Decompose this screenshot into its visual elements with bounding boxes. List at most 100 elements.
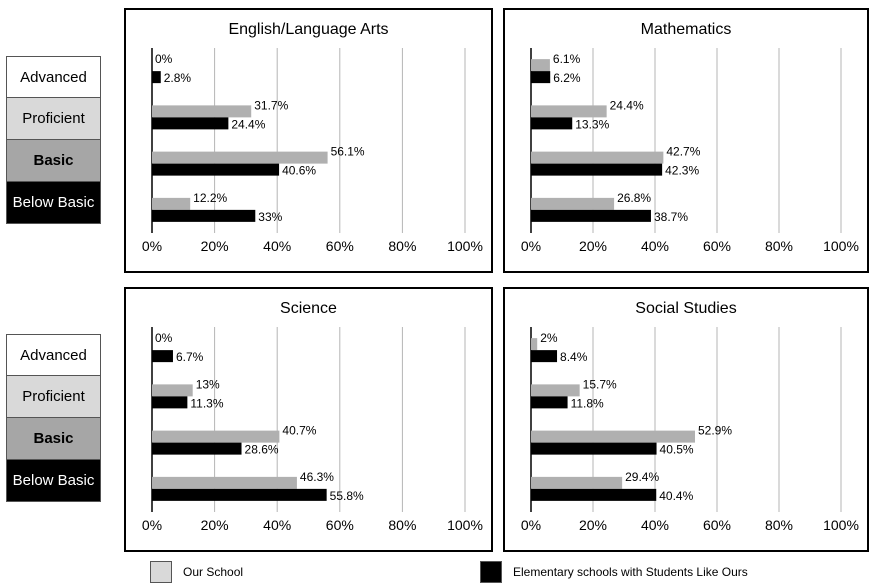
bar-our-school-proficient — [152, 105, 252, 118]
data-label-similar-schools-basic: 28.6% — [245, 443, 279, 457]
x-tick-label: 100% — [823, 238, 859, 254]
bar-our-school-below-basic — [152, 197, 191, 210]
data-label-similar-schools-proficient: 11.8% — [571, 396, 604, 410]
data-label-our-school-below-basic: 26.8% — [617, 191, 651, 205]
bar-similar-schools-basic — [531, 442, 657, 455]
data-label-similar-schools-advanced: 6.7% — [176, 350, 204, 364]
chart-panel-social-studies: Social Studies 0% 20% 40% 60% 80% 100% 2% 8.4% 15… — [503, 287, 869, 552]
bar-similar-schools-below-basic — [531, 488, 657, 501]
bar-our-school-proficient — [531, 384, 580, 397]
bar-our-school-proficient — [152, 384, 193, 397]
data-label-our-school-proficient: 13% — [196, 377, 220, 391]
data-label-similar-schools-advanced: 2.8% — [164, 71, 192, 85]
bar-our-school-basic — [152, 151, 328, 164]
bar-our-school-basic — [531, 430, 695, 443]
bar-similar-schools-proficient — [531, 396, 568, 409]
bar-our-school-proficient — [531, 105, 607, 118]
data-label-similar-schools-basic: 40.6% — [282, 164, 316, 178]
bar-similar-schools-below-basic — [152, 209, 256, 222]
category-labels-bottom: Advanced Proficient Basic Below Basic — [6, 334, 101, 502]
x-tick-label: 0% — [142, 517, 162, 533]
x-tick-label: 40% — [263, 238, 291, 254]
chart-panel-mathematics: Mathematics 0% 20% 40% 60% 80% 100% 6.1% 6.2% 24.… — [503, 8, 869, 273]
data-label-our-school-proficient: 31.7% — [254, 98, 288, 112]
x-tick-label: 40% — [641, 517, 669, 533]
bar-similar-schools-proficient — [531, 117, 573, 130]
data-label-similar-schools-proficient: 24.4% — [231, 117, 265, 131]
legend-label-our-school: Our School — [183, 565, 244, 579]
category-label-advanced: Advanced — [6, 56, 101, 98]
category-label-proficient: Proficient — [6, 98, 101, 140]
bar-similar-schools-below-basic — [152, 488, 327, 501]
bar-similar-schools-advanced — [152, 350, 173, 363]
bar-similar-schools-below-basic — [531, 209, 651, 222]
data-label-similar-schools-advanced: 6.2% — [553, 71, 581, 85]
x-tick-label: 20% — [201, 238, 229, 254]
chart-mathematics: Mathematics 0% 20% 40% 60% 80% 100% 6.1% 6.2% 24.… — [521, 21, 859, 254]
x-tick-label: 40% — [641, 238, 669, 254]
data-label-our-school-below-basic: 29.4% — [625, 470, 659, 484]
x-tick-label: 40% — [263, 517, 291, 533]
bar-our-school-advanced — [531, 338, 538, 351]
data-label-similar-schools-below-basic: 40.4% — [659, 489, 693, 503]
data-label-similar-schools-basic: 40.5% — [660, 443, 694, 457]
data-label-our-school-advanced: 6.1% — [553, 52, 581, 66]
legend-label-similar-schools: Elementary schools with Students Like Ou… — [513, 565, 748, 579]
data-label-similar-schools-below-basic: 38.7% — [654, 210, 688, 224]
chart-english-language-arts: English/Language Arts 0% 20% 40% 60% 80% 100% 0… — [142, 21, 483, 254]
x-tick-label: 0% — [142, 238, 162, 254]
bar-similar-schools-basic — [152, 163, 280, 176]
category-labels-top: Advanced Proficient Basic Below Basic — [6, 56, 101, 224]
bar-our-school-below-basic — [152, 476, 297, 489]
bar-similar-schools-basic — [152, 442, 242, 455]
data-label-our-school-proficient: 15.7% — [583, 377, 617, 391]
data-label-our-school-proficient: 24.4% — [610, 98, 644, 112]
chart-title: Mathematics — [641, 21, 732, 38]
x-tick-label: 100% — [823, 517, 859, 533]
x-tick-label: 80% — [388, 238, 416, 254]
x-tick-label: 80% — [388, 517, 416, 533]
bar-similar-schools-advanced — [531, 71, 551, 84]
x-tick-label: 60% — [703, 517, 731, 533]
legend-item-our-school: Our School — [150, 561, 243, 583]
category-label-below-basic: Below Basic — [6, 460, 101, 502]
bar-our-school-basic — [531, 151, 664, 164]
chart-title: Social Studies — [635, 300, 736, 317]
x-tick-label: 80% — [765, 517, 793, 533]
chart-social-studies: Social Studies 0% 20% 40% 60% 80% 100% 2%8.4% 15… — [521, 300, 859, 533]
chart-panel-english-language-arts: English/Language Arts 0% 20% 40% 60% 80% 100% 0… — [124, 8, 493, 273]
category-label-advanced: Advanced — [6, 334, 101, 376]
data-label-our-school-basic: 42.7% — [666, 145, 700, 159]
data-label-similar-schools-proficient: 11.3% — [190, 396, 223, 410]
chart-panel-science: Science 0% 20% 40% 60% 80% 100% 0% 6.7% 13% 11.3% 4… — [124, 287, 493, 552]
category-label-proficient: Proficient — [6, 376, 101, 418]
bar-similar-schools-proficient — [152, 117, 229, 130]
data-label-similar-schools-below-basic: 55.8% — [330, 489, 364, 503]
data-label-our-school-advanced: 0% — [155, 52, 173, 66]
data-label-similar-schools-below-basic: 33% — [258, 210, 282, 224]
category-label-below-basic: Below Basic — [6, 182, 101, 224]
x-tick-label: 20% — [579, 238, 607, 254]
data-label-similar-schools-proficient: 13.3% — [575, 117, 609, 131]
data-label-similar-schools-advanced: 8.4% — [560, 350, 588, 364]
category-label-basic: Basic — [6, 418, 101, 460]
bar-our-school-advanced — [531, 59, 550, 72]
x-tick-label: 0% — [521, 517, 541, 533]
bar-our-school-below-basic — [531, 476, 623, 489]
data-label-our-school-basic: 52.9% — [698, 424, 732, 438]
chart-title: Science — [280, 300, 337, 317]
category-label-basic: Basic — [6, 140, 101, 182]
legend-swatch-similar-schools — [480, 561, 502, 583]
x-tick-label: 60% — [703, 238, 731, 254]
bar-our-school-below-basic — [531, 197, 615, 210]
bar-similar-schools-advanced — [531, 350, 558, 363]
x-tick-label: 20% — [579, 517, 607, 533]
x-tick-label: 100% — [447, 238, 483, 254]
bar-our-school-basic — [152, 430, 280, 443]
data-label-our-school-basic: 40.7% — [282, 424, 316, 438]
bar-similar-schools-advanced — [152, 71, 161, 84]
x-tick-label: 80% — [765, 238, 793, 254]
data-label-our-school-basic: 56.1% — [331, 145, 365, 159]
x-tick-label: 100% — [447, 517, 483, 533]
